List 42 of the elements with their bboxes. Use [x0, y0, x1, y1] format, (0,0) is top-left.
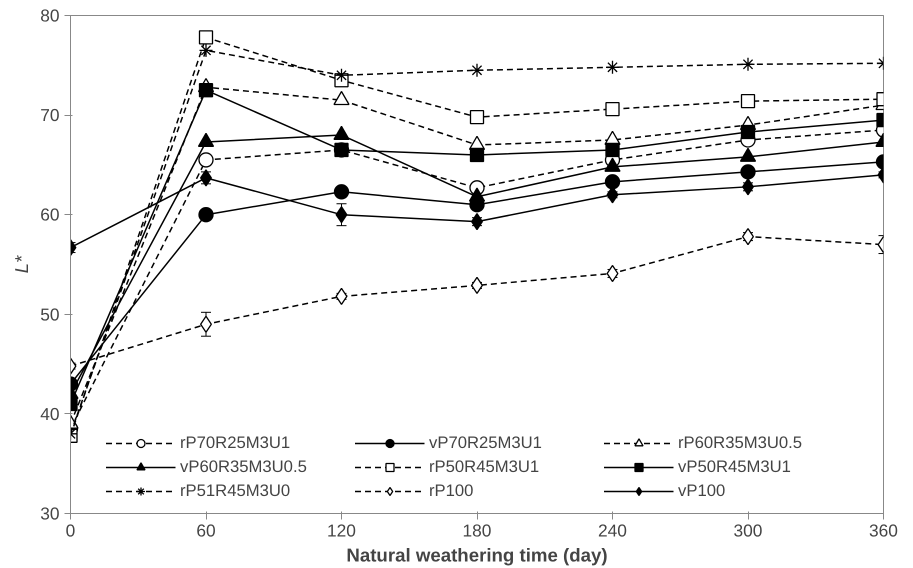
legend-label: vP60R35M3U0.5: [180, 457, 308, 477]
point: [740, 164, 756, 180]
legend-label: vP50R45M3U1: [678, 457, 792, 477]
point: [605, 102, 620, 116]
legend-label: rP100: [429, 481, 474, 501]
y-tick-label: 80: [40, 6, 60, 26]
point: [740, 124, 756, 140]
x-tick-label: 120: [327, 520, 356, 540]
y-tick-label: 50: [40, 304, 60, 324]
point: [470, 110, 484, 124]
x-axis-title: Natural weathering time (day): [346, 544, 608, 566]
y-tick-label: 30: [40, 504, 60, 524]
point: [740, 57, 756, 72]
x-tick-label: 360: [869, 520, 898, 540]
point: [605, 142, 620, 158]
x-tick-label: 300: [734, 520, 762, 540]
legend-label: rP50R45M3U1: [429, 457, 540, 477]
point: [198, 152, 214, 168]
point: [198, 43, 214, 58]
legend-label: rP60R35M3U0.5: [678, 433, 804, 453]
point: [334, 68, 349, 82]
point: [604, 174, 620, 190]
y-axis-title: L*: [11, 254, 32, 274]
point: [740, 94, 756, 108]
point: [470, 63, 484, 78]
y-tick-label: 40: [40, 404, 60, 424]
y-tick-label: 60: [40, 204, 60, 225]
point: [470, 148, 484, 162]
x-tick-label: 0: [66, 520, 76, 540]
point: [198, 30, 214, 45]
point: [334, 184, 350, 200]
point: [198, 83, 214, 98]
x-tick-label: 240: [598, 520, 627, 540]
legend-label: vP100: [678, 481, 726, 501]
y-tick-label: 70: [40, 105, 60, 126]
x-tick-label: 60: [196, 520, 216, 540]
point: [198, 207, 214, 222]
legend-label: rP51R45M3U0: [180, 481, 292, 501]
point: [605, 60, 620, 74]
x-tick-label: 180: [462, 520, 492, 540]
legend-label: rP70R25M3U1: [180, 433, 292, 453]
legend-label: vP70R25M3U1: [429, 433, 543, 453]
